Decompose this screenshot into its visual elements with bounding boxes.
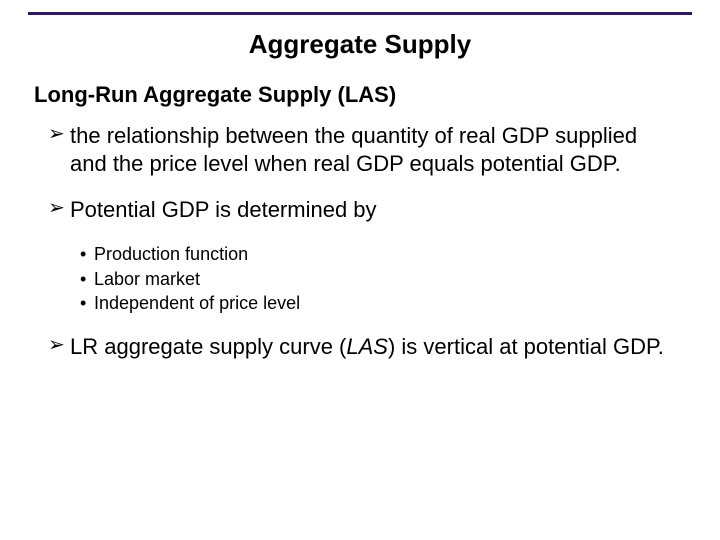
bullet-definition: the relationship between the quantity of… bbox=[48, 122, 692, 178]
sub-bullet-list: Production function Labor market Indepen… bbox=[80, 242, 692, 315]
las-text-post: ) is vertical at potential GDP. bbox=[388, 334, 664, 359]
sub-bullet-production: Production function bbox=[80, 242, 692, 266]
bullet-potential-gdp: Potential GDP is determined by bbox=[48, 196, 692, 224]
slide-title: Aggregate Supply bbox=[28, 29, 692, 60]
slide: Aggregate Supply Long-Run Aggregate Supp… bbox=[0, 0, 720, 540]
las-text-pre: LR aggregate supply curve ( bbox=[70, 334, 346, 359]
las-text-italic: LAS bbox=[346, 334, 388, 359]
top-rule bbox=[28, 12, 692, 15]
sub-bullet-labor: Labor market bbox=[80, 267, 692, 291]
sub-bullet-independent: Independent of price level bbox=[80, 291, 692, 315]
bullet-las-vertical: LR aggregate supply curve (LAS) is verti… bbox=[48, 333, 692, 361]
slide-subtitle: Long-Run Aggregate Supply (LAS) bbox=[34, 82, 692, 108]
